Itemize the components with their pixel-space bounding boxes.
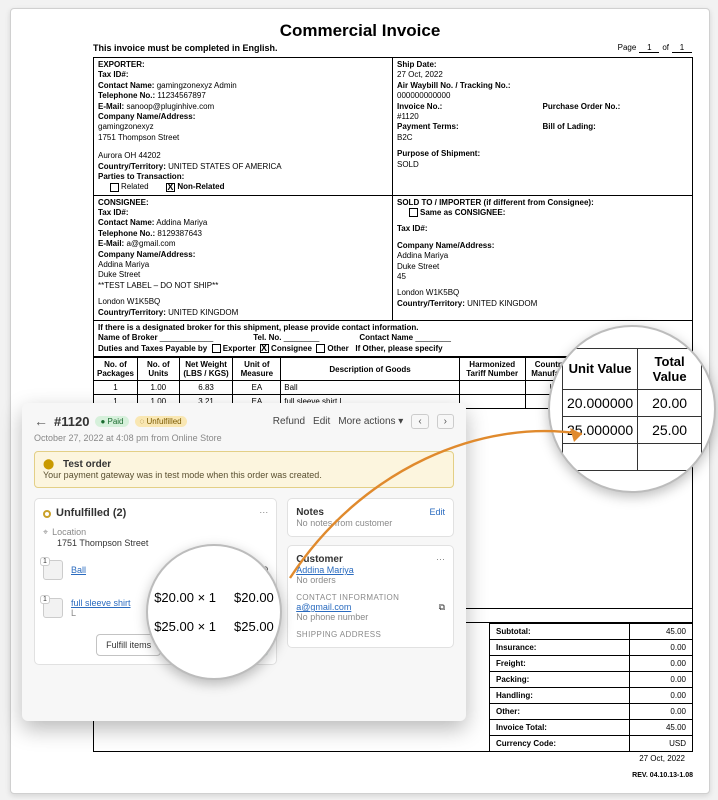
refund-link[interactable]: Refund	[273, 416, 305, 427]
customer-card: Customer⋯ Addina Mariya No orders CONTAC…	[287, 545, 454, 648]
order-timestamp: October 27, 2022 at 4:08 pm from Online …	[34, 433, 454, 443]
card-menu-icon[interactable]: ⋯	[259, 507, 268, 518]
email-link[interactable]: a@gmail.com	[296, 602, 351, 612]
exporter-heading: EXPORTER:	[98, 60, 388, 70]
item-link[interactable]: full sleeve shirt	[71, 598, 131, 608]
same-consignee-checkbox[interactable]	[409, 208, 418, 217]
header-grid: EXPORTER: Tax ID#: Contact Name: gamingz…	[93, 57, 693, 357]
revision: REV. 04.10.13-1.08	[632, 772, 693, 779]
duties-other[interactable]	[316, 344, 325, 353]
customer-menu-icon[interactable]: ⋯	[436, 554, 445, 565]
unfulfilled-dot-icon	[43, 510, 51, 518]
edit-link[interactable]: Edit	[313, 416, 330, 427]
nonrelated-checkbox[interactable]	[166, 183, 175, 192]
location-icon: ⌖	[43, 527, 48, 537]
zoom-line-items: $20.00 × 1$20.00 $25.00 × 1$25.00	[146, 544, 282, 680]
customer-link[interactable]: Addina Mariya	[296, 565, 445, 575]
notes-card: NotesEdit No notes from customer	[287, 498, 454, 537]
copy-icon[interactable]: ⧉	[439, 602, 445, 613]
order-number: #1120	[54, 414, 89, 429]
page-number: Page1of1	[618, 43, 695, 53]
zoom-unit-value: Unit ValueTotal Value 20.00000020.00 25.…	[548, 325, 716, 493]
more-actions[interactable]: More actions ▾	[338, 416, 403, 427]
item-thumbnail[interactable]	[43, 560, 63, 580]
doc-title: Commercial Invoice	[23, 21, 697, 41]
english-note: This invoice must be completed in Englis…	[93, 43, 697, 53]
totals-table: Subtotal:45.00 Insurance:0.00 Freight:0.…	[489, 623, 693, 752]
prev-icon[interactable]: ‹	[411, 414, 428, 429]
item-link[interactable]: Ball	[71, 565, 86, 575]
notes-edit[interactable]: Edit	[429, 507, 445, 517]
warning-icon: ⬤	[43, 459, 54, 470]
related-checkbox[interactable]	[110, 183, 119, 192]
paid-badge: ● Paid	[95, 416, 128, 427]
back-icon[interactable]: ←	[34, 413, 48, 429]
next-icon[interactable]: ›	[437, 414, 454, 429]
item-thumbnail[interactable]	[43, 598, 63, 618]
unfulfilled-badge: ◌ Unfulfilled	[135, 416, 187, 427]
duties-consignee[interactable]	[260, 344, 269, 353]
duties-exporter[interactable]	[212, 344, 221, 353]
signature-date: 27 Oct, 2022	[639, 754, 685, 763]
test-order-alert: ⬤ Test order Your payment gateway was in…	[34, 451, 454, 488]
